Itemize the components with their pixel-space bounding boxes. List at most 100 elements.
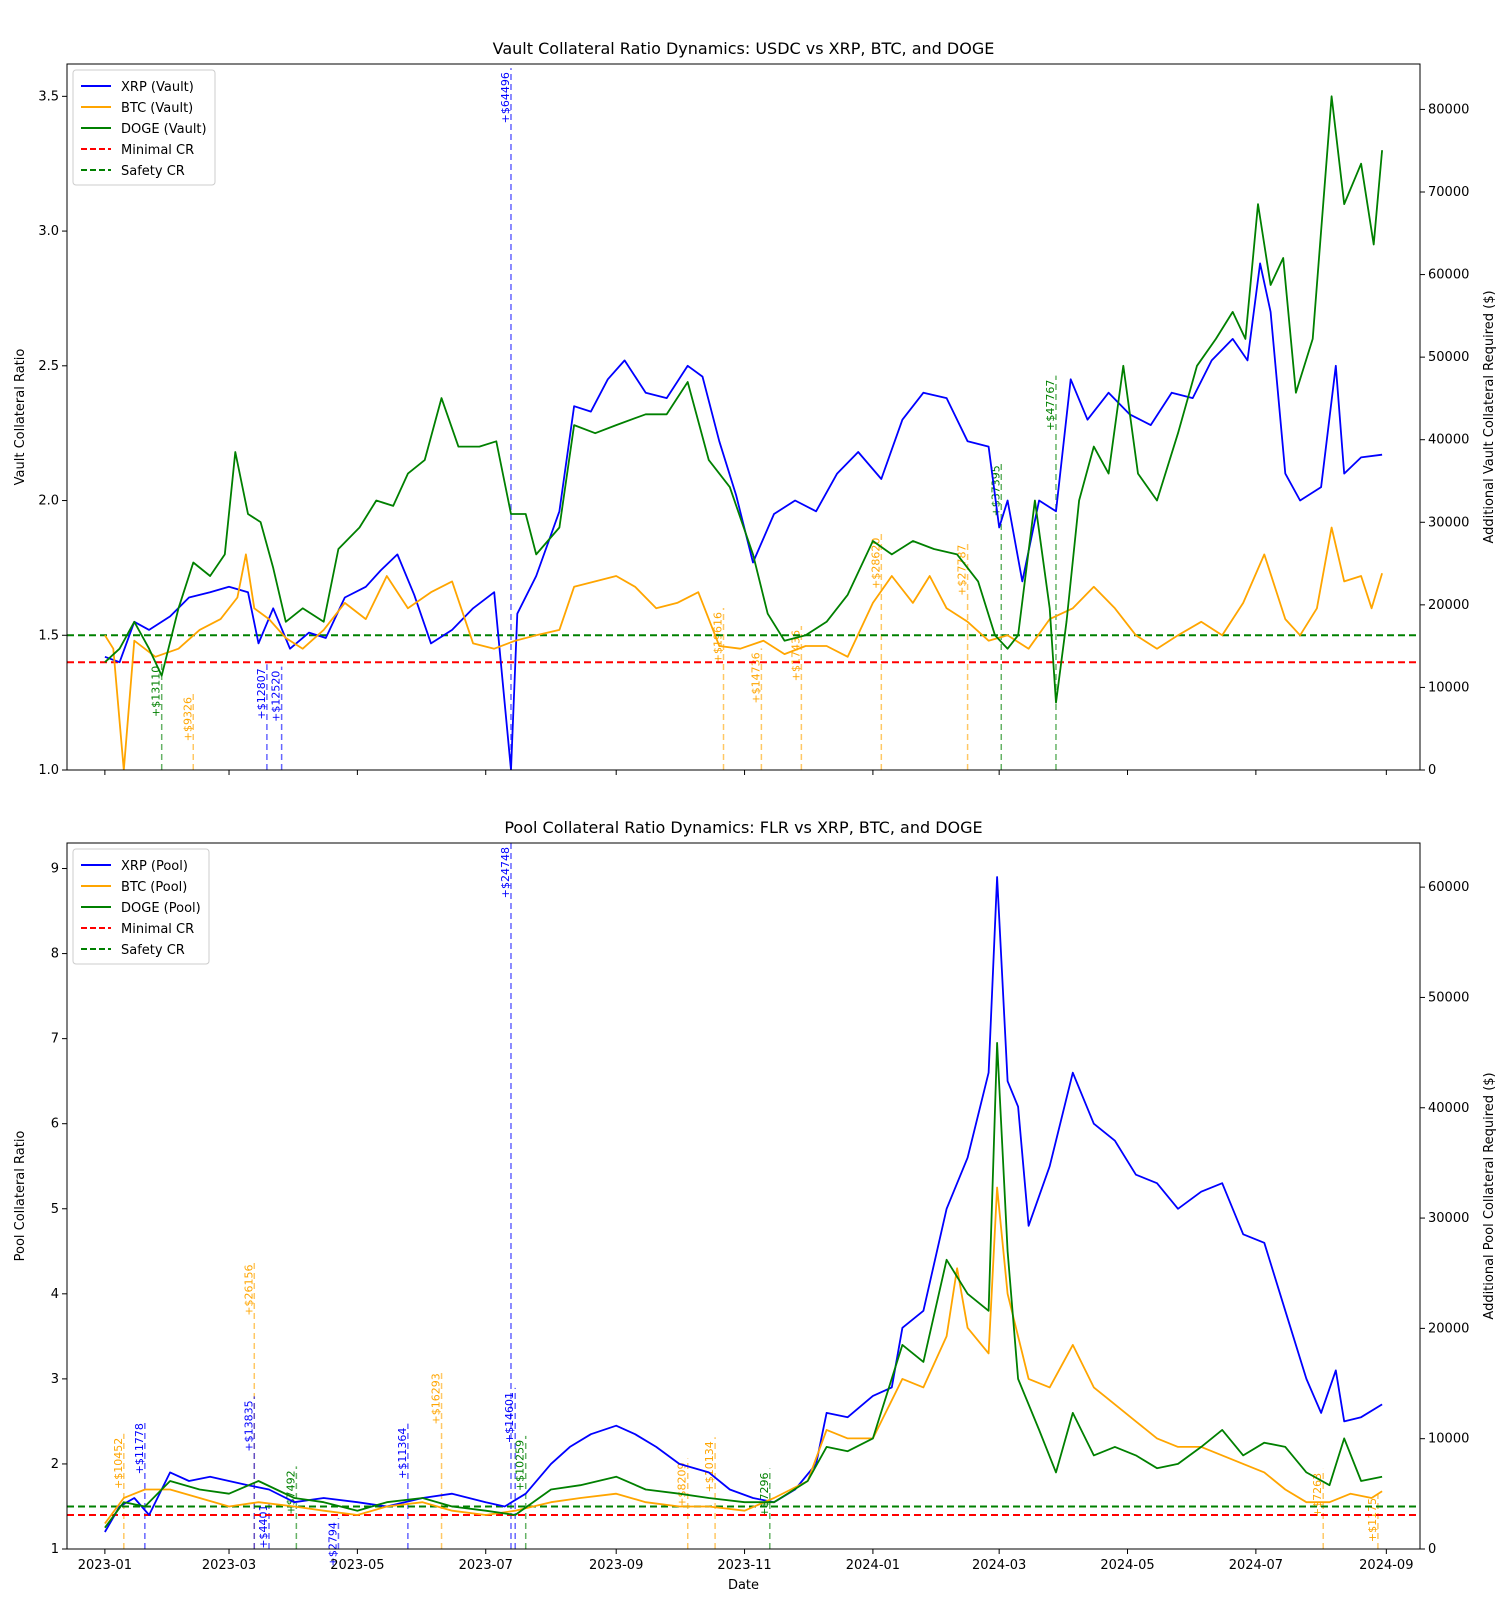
y-tick-label: 1.0 bbox=[38, 763, 59, 778]
x-tick-label: 2023-09 bbox=[589, 1558, 643, 1573]
annotation-label: +$47767 bbox=[1044, 380, 1057, 431]
y-right-tick-label: 30000 bbox=[1428, 515, 1469, 530]
y-right-tick-label: 10000 bbox=[1428, 680, 1469, 695]
legend-label: BTC (Pool) bbox=[121, 880, 187, 895]
y-right-tick-label: 70000 bbox=[1428, 185, 1469, 200]
y-right-tick-label: 10000 bbox=[1428, 1432, 1469, 1447]
legend-label: Safety CR bbox=[121, 164, 185, 179]
x-axis-label: Date bbox=[728, 1578, 759, 1593]
legend-label: Minimal CR bbox=[121, 143, 194, 158]
y-tick-label: 3.5 bbox=[38, 89, 59, 104]
y-right-tick-label: 50000 bbox=[1428, 990, 1469, 1005]
plot-frame bbox=[66, 63, 1421, 771]
annotation-layer bbox=[160, 68, 1057, 770]
plot-frame bbox=[66, 842, 1421, 1550]
y-tick-label: 6 bbox=[51, 1117, 59, 1132]
x-tick-label: 2024-05 bbox=[1100, 1558, 1154, 1573]
legend-label: BTC (Vault) bbox=[121, 101, 193, 116]
y-tick-label: 3.0 bbox=[38, 224, 59, 239]
series-line bbox=[104, 526, 1383, 770]
annotation-label: +$13835 bbox=[242, 1400, 255, 1451]
x-tick-label: 2024-01 bbox=[846, 1558, 900, 1573]
chart-panel-1: +$64496+$47767+$37395+$28620 +$27787+$196… bbox=[13, 39, 1497, 778]
legend: XRP (Vault) BTC (Vault) DOGE (Vault) Minima… bbox=[72, 69, 216, 186]
legend-box bbox=[72, 69, 216, 186]
annotation-layer bbox=[123, 843, 1379, 1549]
x-tick-label: 2023-05 bbox=[330, 1558, 384, 1573]
y-right-tick-label: 0 bbox=[1428, 763, 1436, 778]
legend-label: XRP (Vault) bbox=[121, 80, 194, 95]
annotation-label: +$11364 bbox=[396, 1428, 409, 1479]
legend-label: DOGE (Pool) bbox=[121, 901, 201, 916]
legend-label: Safety CR bbox=[121, 943, 185, 958]
annotation-label: +$9326 bbox=[181, 697, 194, 741]
legend: XRP (Pool) BTC (Pool) DOGE (Pool) Minimal C… bbox=[72, 848, 210, 965]
series-layer bbox=[104, 95, 1383, 770]
annotation-label: +$13110 bbox=[150, 666, 163, 717]
legend-label: Minimal CR bbox=[121, 922, 194, 937]
annotation-label: +$8209 bbox=[676, 1462, 689, 1506]
y-right-tick-label: 0 bbox=[1428, 1542, 1436, 1557]
annotation-label: +$27787 bbox=[956, 545, 969, 596]
annotation-label: +$10259 bbox=[514, 1440, 527, 1491]
y-right-tick-label: 20000 bbox=[1428, 1321, 1469, 1336]
x-tick-label: 2024-03 bbox=[972, 1558, 1026, 1573]
y-tick-label: 2 bbox=[51, 1457, 59, 1472]
annotation-label: +$24748 bbox=[499, 847, 512, 898]
y-right-axis-label: Additional Vault Collateral Required ($) bbox=[1482, 290, 1497, 543]
legend-label: XRP (Pool) bbox=[121, 859, 188, 874]
chart-panel-2: +$24748 +$26156 +$16293 +$14601 +$13835 +$117… bbox=[13, 818, 1497, 1593]
x-tick-label: 2023-07 bbox=[459, 1558, 513, 1573]
annotation-label: +$10452 bbox=[112, 1438, 125, 1489]
chart-title: Pool Collateral Ratio Dynamics: FLR vs X… bbox=[504, 818, 982, 837]
y-tick-label: 9 bbox=[51, 862, 59, 877]
y-tick-label: 7 bbox=[51, 1032, 59, 1047]
y-tick-label: 2.0 bbox=[38, 494, 59, 509]
series-line bbox=[104, 262, 1383, 770]
y-right-tick-label: 80000 bbox=[1428, 102, 1469, 117]
annotation-label: +$4401 bbox=[257, 1504, 270, 1548]
x-tick-label: 2023-11 bbox=[717, 1558, 771, 1573]
annotation-label: +$1175 bbox=[1366, 1498, 1379, 1542]
annotation-label: +$64496 bbox=[499, 72, 512, 123]
annotation-label: +$16293 bbox=[430, 1373, 443, 1424]
x-tick-label: 2023-03 bbox=[202, 1558, 256, 1573]
annotation-label: +$19616 bbox=[712, 612, 725, 663]
annotation-label: +$14736 bbox=[749, 652, 762, 703]
y-axis-label: Pool Collateral Ratio bbox=[13, 1131, 28, 1262]
y-right-tick-label: 30000 bbox=[1428, 1211, 1469, 1226]
annotation-label: +$2794 bbox=[326, 1522, 339, 1566]
legend-box bbox=[72, 848, 210, 965]
y-right-axis-label: Additional Pool Collateral Required ($) bbox=[1482, 1072, 1497, 1319]
series-line bbox=[104, 1042, 1383, 1529]
y-right-tick-label: 40000 bbox=[1428, 433, 1469, 448]
y-right-tick-label: 60000 bbox=[1428, 880, 1469, 895]
y-right-tick-label: 40000 bbox=[1428, 1101, 1469, 1116]
y-right-tick-label: 20000 bbox=[1428, 598, 1469, 613]
legend-label: DOGE (Vault) bbox=[121, 122, 207, 137]
series-line bbox=[104, 95, 1383, 704]
y-tick-label: 5 bbox=[51, 1202, 59, 1217]
annotation-label: +$12807 bbox=[255, 668, 268, 719]
annotation-label: +$28620 bbox=[869, 538, 882, 589]
y-tick-label: 4 bbox=[51, 1287, 59, 1302]
annotation-label: +$11778 bbox=[133, 1423, 146, 1474]
y-tick-label: 1 bbox=[51, 1542, 59, 1557]
series-line bbox=[104, 876, 1383, 1533]
y-axis-label: Vault Collateral Ratio bbox=[13, 349, 28, 486]
x-tick-label: 2024-09 bbox=[1359, 1558, 1413, 1573]
annotation-label: +$7296 bbox=[758, 1473, 771, 1517]
annotation-label: +$14601 bbox=[503, 1392, 516, 1443]
y-tick-label: 2.5 bbox=[38, 359, 59, 374]
x-tick-label: 2024-07 bbox=[1229, 1558, 1283, 1573]
annotation-label: +$12520 bbox=[270, 671, 283, 722]
series-layer bbox=[104, 876, 1383, 1533]
y-right-tick-label: 60000 bbox=[1428, 268, 1469, 283]
annotation-label: +$10134 bbox=[703, 1441, 716, 1492]
y-tick-label: 3 bbox=[51, 1372, 59, 1387]
x-tick-label: 2023-01 bbox=[78, 1558, 132, 1573]
y-tick-label: 8 bbox=[51, 947, 59, 962]
y-right-tick-label: 50000 bbox=[1428, 350, 1469, 365]
chart-title: Vault Collateral Ratio Dynamics: USDC vs… bbox=[493, 39, 995, 58]
